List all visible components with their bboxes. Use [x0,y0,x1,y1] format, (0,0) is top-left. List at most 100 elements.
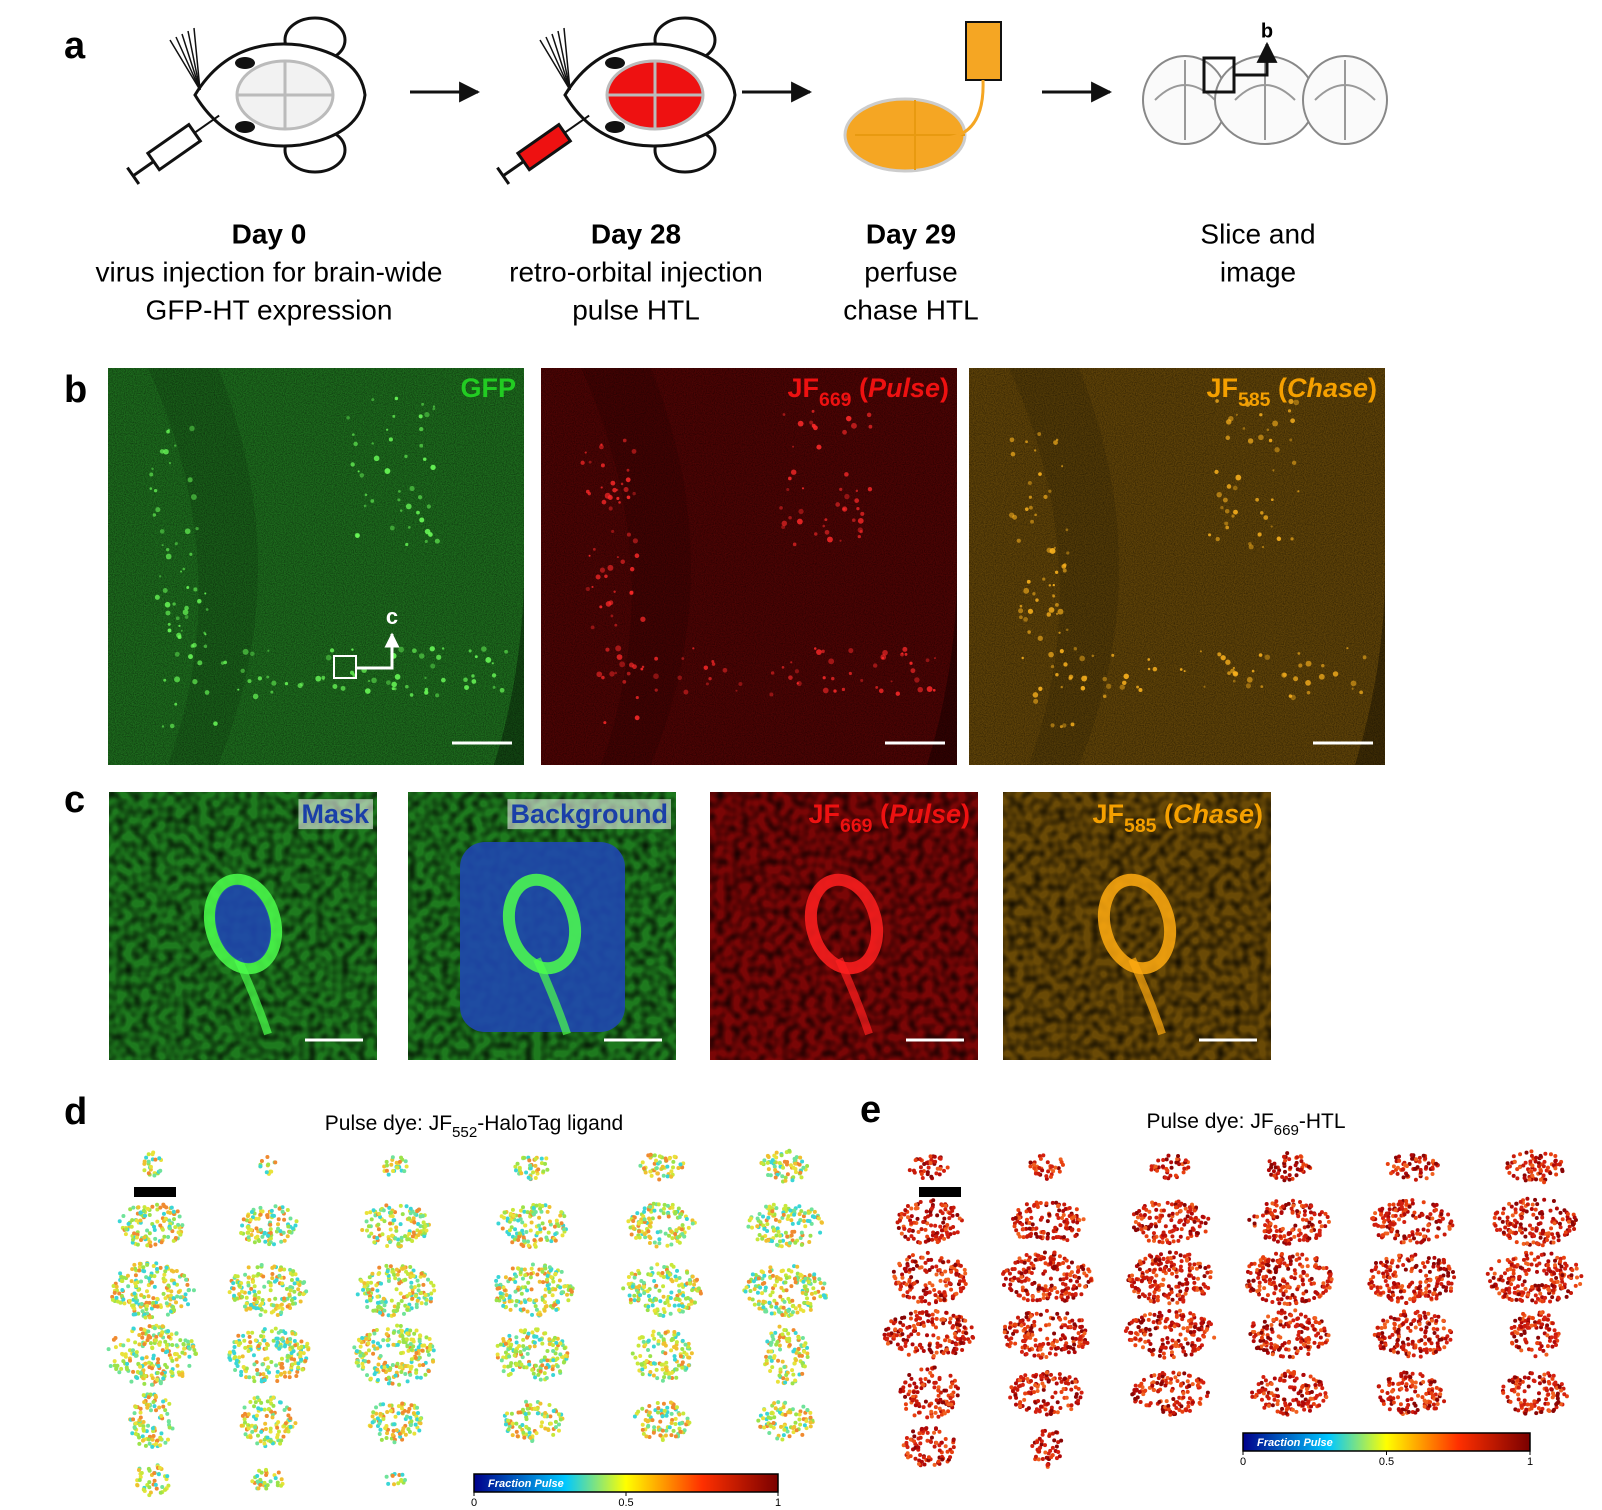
cell-dot [258,1212,263,1217]
cell-dot [558,1341,563,1346]
cell-dot [762,1281,767,1286]
cell-dot [539,1161,544,1166]
cell-dot [1285,1151,1290,1156]
cell-dot [388,1264,393,1269]
cell-dot [408,1211,413,1216]
cell-dot [769,1358,774,1363]
cell-dot [143,1373,148,1378]
cell-dot [268,1227,273,1232]
cell-dot [906,1215,911,1220]
cell-dot [792,1212,797,1217]
whisker [551,33,571,91]
cell-dot [1298,1154,1303,1159]
cell-dot [778,1407,783,1412]
cell-dot [415,1411,420,1416]
cell-dot [157,1156,162,1161]
cell-dot [538,1401,543,1406]
cell [629,566,635,572]
cell-dot [507,1333,512,1338]
cell-dot [681,1293,686,1298]
cell [848,647,854,654]
cell-dot [288,1424,293,1429]
cell-dot [906,1237,911,1242]
cell-dot [553,1238,558,1243]
cell-dot [1282,1169,1287,1174]
cell [1208,533,1212,537]
cell-dot [262,1441,267,1446]
cell-dot [659,1362,664,1367]
cell-dot [145,1206,150,1211]
cell-dot [244,1218,249,1223]
cell-dot [366,1348,371,1353]
cell [193,587,198,592]
cell-dot [538,1206,543,1211]
cell-dot [382,1308,387,1313]
cell-dot [154,1408,159,1413]
cell-dot [527,1430,532,1435]
cell-dot [153,1157,158,1162]
cell-dot [1389,1171,1394,1176]
cell-dot [285,1304,290,1309]
cell-dot [184,1277,189,1282]
cell [1305,679,1311,686]
cell [151,467,154,471]
cell-dot [555,1364,560,1369]
cell-dot [661,1337,666,1342]
cell-dot [280,1361,285,1366]
cell-dot [364,1228,369,1233]
cell [841,687,846,692]
cell-dot [913,1202,918,1207]
cell-dot [399,1406,404,1411]
cell-dot [513,1227,518,1232]
cell-dot [664,1413,669,1418]
cell-dot [774,1155,779,1160]
cell-dot [123,1232,128,1237]
image-label: JF585 (Chase) [1093,799,1264,837]
cell-dot [1016,1231,1021,1236]
cell-dot [418,1334,423,1339]
cell [161,725,165,728]
cell-dot [556,1224,561,1229]
cell-dot [526,1331,531,1336]
cell [204,592,207,595]
cell-dot [523,1299,528,1304]
cell-dot [647,1216,652,1221]
cell [1225,435,1231,441]
cell [1079,655,1085,662]
brain-lines [237,61,333,129]
cell-dot [359,1278,364,1283]
cell-dot [165,1411,170,1416]
cell-dot [384,1163,389,1168]
cell-dot [121,1213,126,1218]
cell-dot [255,1371,260,1376]
cell [1065,628,1069,632]
cell-dot [680,1223,685,1228]
cell-dot [806,1280,811,1285]
cell-dot [784,1275,789,1280]
cell-dot [556,1428,561,1433]
cell-dot [250,1479,255,1484]
cell-dot [1317,1219,1322,1224]
cell-dot [384,1474,389,1479]
cell-dot [648,1204,653,1209]
cell [1019,615,1023,620]
cell-dot [370,1271,375,1276]
cell-dot [1154,1224,1159,1229]
cell-dot [1065,1220,1070,1225]
cell-dot [640,1367,645,1372]
cell-dot [1045,1219,1050,1224]
cell-dot [762,1226,767,1231]
cell-dot [1051,1235,1056,1240]
label-part: 585 [1124,815,1157,837]
cell-dot [145,1262,150,1267]
cell-dot [141,1265,146,1270]
cell-dot [907,1168,912,1173]
cell-dot [551,1373,556,1378]
cell-dot [1034,1226,1039,1231]
cell-dot [533,1304,538,1309]
cell [609,671,615,677]
cell-dot [504,1293,509,1298]
cell-dot [246,1230,251,1235]
cell-dot [642,1284,647,1289]
